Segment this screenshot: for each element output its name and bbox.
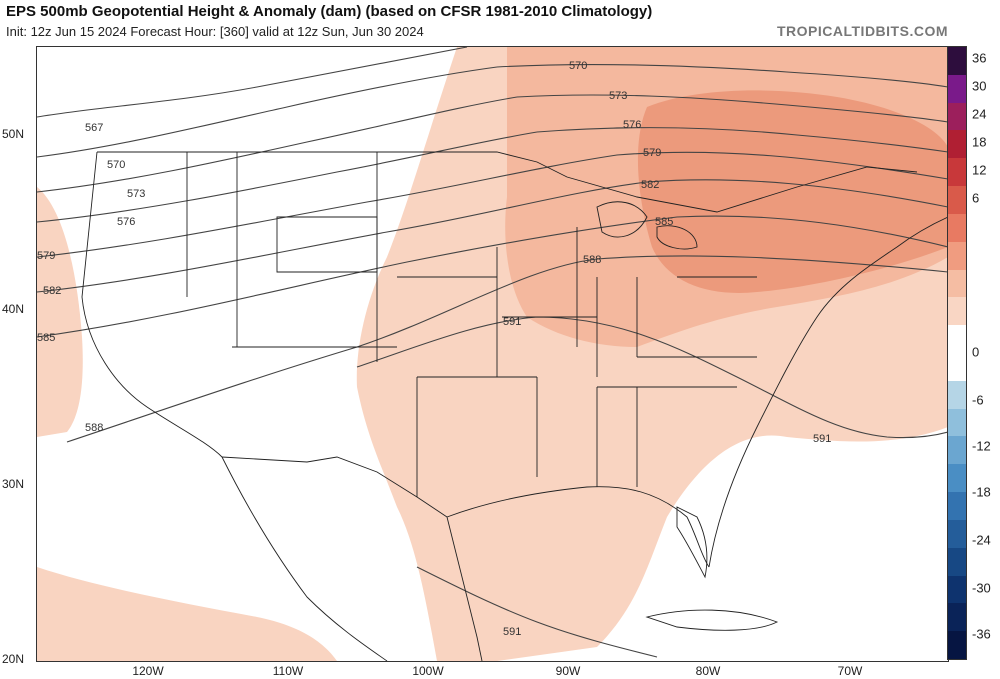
contour-label: 591 — [503, 316, 521, 328]
colorbar-segment — [948, 47, 966, 76]
colorbar-label: 12 — [972, 162, 987, 178]
anomaly-region-6-south — [37, 567, 337, 661]
contour-576a — [37, 131, 538, 223]
colorbar-label: 0 — [972, 344, 980, 360]
us-west-coast — [81, 151, 223, 458]
contour-label: 570 — [569, 60, 587, 72]
state-line-3 — [276, 216, 378, 273]
anomaly-region-6-west — [37, 187, 83, 437]
colorbar-segment — [948, 547, 966, 577]
colorbar-segment — [948, 269, 966, 298]
contour-591b — [416, 566, 658, 658]
map-title: EPS 500mb Geopotential Height & Anomaly … — [6, 3, 653, 20]
colorbar-label: -36 — [972, 626, 991, 642]
contour-576b — [536, 127, 948, 153]
contour-label: 567 — [85, 122, 103, 134]
colorbar-segment — [948, 631, 966, 660]
contour-591a — [356, 316, 948, 439]
contour-label: 570 — [107, 159, 125, 171]
lon-label-90w: 90W — [555, 664, 581, 678]
height-contours — [37, 47, 948, 658]
east-coast — [708, 216, 948, 568]
contour-label: 573 — [609, 90, 627, 102]
colorbar-segment — [948, 74, 966, 104]
contour-582 — [37, 179, 948, 293]
contour-label: 588 — [583, 254, 601, 266]
colorbar-segment — [948, 575, 966, 604]
contour-label: 576 — [623, 119, 641, 131]
us-mexico-border — [221, 456, 448, 518]
contour-573a — [37, 96, 518, 193]
colorbar-label: -18 — [972, 484, 991, 500]
colorbar-label: 18 — [972, 134, 987, 150]
lat-label-40n: 40N — [2, 302, 25, 316]
lon-label-80w: 80W — [695, 664, 721, 678]
contour-573b — [516, 94, 948, 123]
mexico-coast — [221, 456, 388, 661]
contour-label: 579 — [643, 147, 661, 159]
contour-label: 573 — [127, 188, 145, 200]
colorbar-label: 24 — [972, 106, 987, 122]
colorbar-segment — [948, 130, 966, 159]
contour-588 — [66, 255, 948, 443]
colorbar-segment — [948, 186, 966, 215]
colorbar-label: -30 — [972, 580, 991, 596]
colorbar-segment — [948, 519, 966, 549]
map-subtitle: Init: 12z Jun 15 2024 Forecast Hour: [36… — [6, 24, 424, 39]
colorbar-label: 30 — [972, 78, 987, 94]
colorbar-label: -24 — [972, 532, 991, 548]
colorbar-segment — [948, 297, 966, 326]
colorbar-label: 6 — [972, 190, 980, 206]
contour-label-layer: 567 570 570 573 573 576 576 579 579 582 … — [37, 60, 831, 638]
great-lakes — [596, 201, 698, 250]
colorbar-segment — [948, 492, 966, 521]
colorbar-segment — [948, 380, 966, 410]
contour-label: 588 — [85, 422, 103, 434]
florida — [676, 506, 708, 579]
cuba — [645, 609, 779, 631]
contour-570a — [37, 66, 498, 158]
contour-label: 576 — [117, 216, 135, 228]
colorbar-segment — [948, 102, 966, 131]
colorbar-segment — [948, 213, 966, 243]
colorbar-segment — [948, 325, 966, 354]
mexico-gulf-coast — [446, 516, 483, 661]
lon-label-120w: 120W — [132, 664, 164, 678]
contour-567 — [37, 47, 468, 118]
colorbar-segment — [948, 464, 966, 493]
colorbar-label: -12 — [972, 438, 991, 454]
contour-label: 579 — [37, 250, 55, 262]
colorbar-label: 36 — [972, 50, 987, 66]
colorbar-segment — [948, 436, 966, 465]
colorbar-label: -6 — [972, 392, 984, 408]
political-borders — [81, 151, 948, 661]
anomaly-region-18 — [637, 90, 948, 293]
contour-label: 585 — [37, 332, 55, 344]
colorbar-segment — [948, 408, 966, 437]
contour-label: 591 — [503, 626, 521, 638]
lon-label-100w: 100W — [412, 664, 444, 678]
contour-585 — [37, 215, 948, 338]
contour-label: 591 — [813, 433, 831, 445]
gulf-coast — [446, 486, 710, 568]
map-panel[interactable]: 567 570 570 573 573 576 576 579 579 582 … — [36, 46, 949, 662]
contour-579 — [37, 151, 948, 258]
map-canvas: 567 570 570 573 573 576 576 579 579 582 … — [37, 47, 948, 661]
colorbar — [947, 46, 967, 660]
lon-label-110w: 110W — [272, 664, 304, 678]
lat-label-50n: 50N — [2, 127, 25, 141]
contour-label: 585 — [655, 216, 673, 228]
colorbar-segment — [948, 241, 966, 271]
contour-label: 582 — [641, 179, 659, 191]
us-canada-border — [97, 151, 918, 213]
brand-watermark: TROPICALTIDBITS.COM — [776, 23, 948, 39]
lat-label-20n: 20N — [2, 652, 25, 666]
contour-570b — [496, 63, 948, 88]
lat-label-30n: 30N — [2, 477, 25, 491]
lon-label-70w: 70W — [837, 664, 863, 678]
colorbar-segment — [948, 158, 966, 187]
colorbar-segment — [948, 603, 966, 632]
contour-label: 582 — [43, 285, 61, 297]
colorbar-segment — [948, 353, 966, 382]
